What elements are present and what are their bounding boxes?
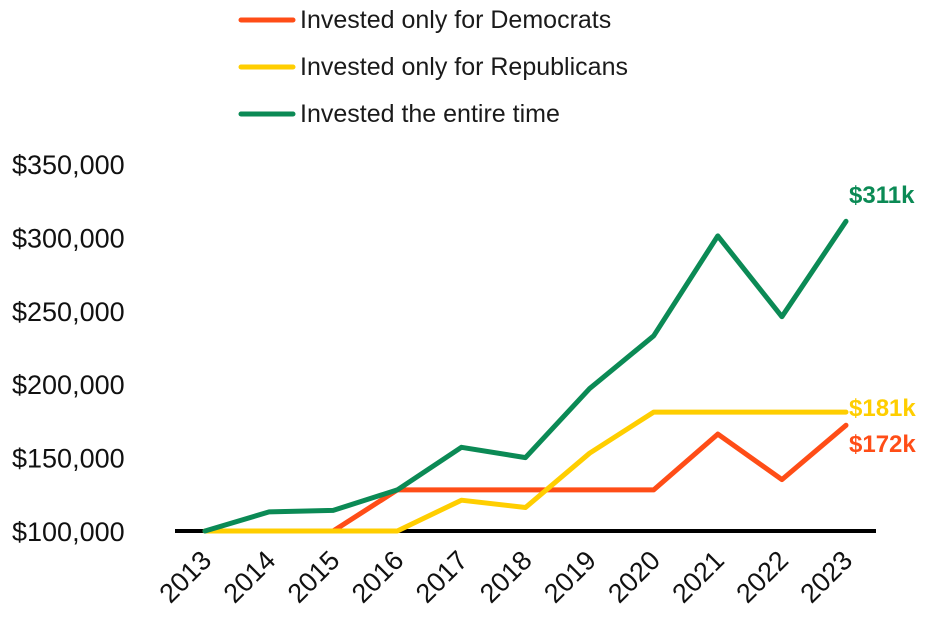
- y-tick-label: $250,000: [12, 297, 125, 327]
- series-line: [202, 422, 849, 534]
- x-tick-label: 2021: [666, 545, 730, 609]
- axes: $100,000 $150,000 $200,000 $250,000 $300,000…: [12, 150, 876, 609]
- end-labels: $172k $181k $311k: [849, 182, 916, 458]
- x-tick-label: 2013: [154, 545, 218, 609]
- y-tick-label: $150,000: [12, 444, 125, 474]
- series-lines: [202, 218, 849, 534]
- end-value-label: $311k: [849, 182, 915, 209]
- series-line: [202, 218, 849, 534]
- x-tick-label: 2020: [602, 545, 666, 609]
- y-tick-label: $300,000: [12, 223, 125, 253]
- y-tick-label: $100,000: [12, 517, 125, 547]
- x-tick-label: 2022: [730, 545, 794, 609]
- series-line: [202, 409, 849, 534]
- y-tick-label: $350,000: [12, 150, 125, 180]
- end-value-label: $172k: [849, 431, 916, 458]
- x-tick-label: 2016: [346, 545, 410, 609]
- x-tick-label: 2018: [474, 545, 538, 609]
- x-tick-label: 2023: [795, 545, 859, 609]
- x-tick-label: 2017: [410, 545, 474, 609]
- legend-label: Invested only for Democrats: [300, 6, 611, 34]
- x-tick-label: 2014: [218, 545, 282, 609]
- y-tick-label: $200,000: [12, 370, 125, 400]
- x-tick-label: 2015: [282, 545, 346, 609]
- end-value-label: $181k: [849, 395, 916, 422]
- legend-label: Invested only for Republicans: [300, 53, 628, 81]
- legend: Invested only for Democrats Invested only…: [238, 6, 628, 128]
- x-tick-label: 2019: [538, 545, 602, 609]
- legend-label: Invested the entire time: [300, 100, 560, 128]
